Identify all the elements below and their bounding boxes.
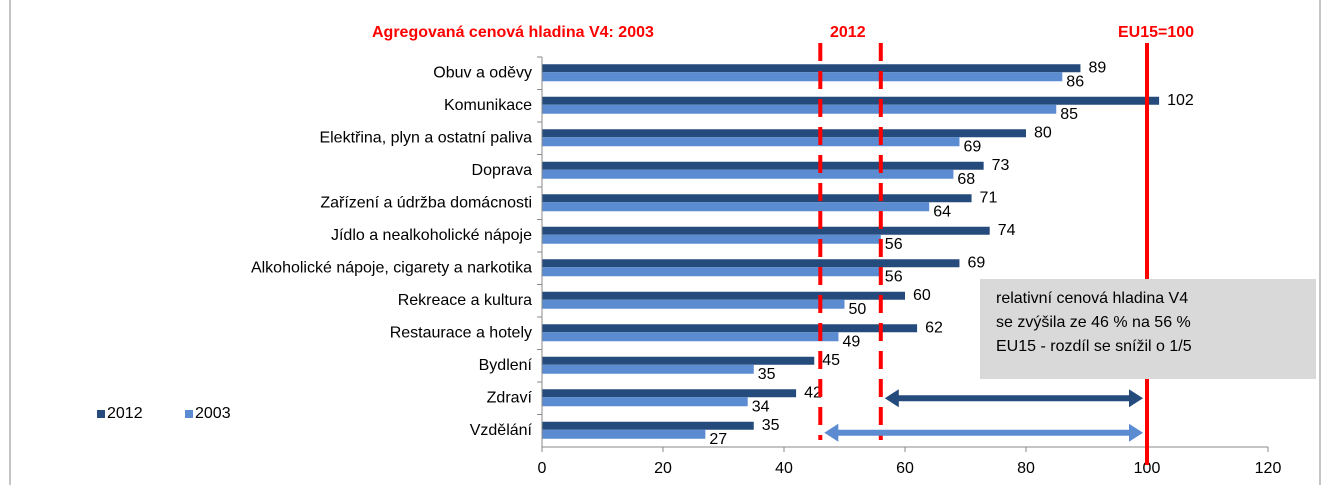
arrow-head bbox=[824, 423, 839, 442]
legend-swatch bbox=[185, 410, 193, 418]
x-tick-label: 80 bbox=[1017, 460, 1035, 477]
y-tick-label: Alkoholické nápoje, cigarety a narkotika bbox=[251, 259, 532, 276]
data-label: 62 bbox=[925, 319, 943, 336]
annotation: EU15=100 bbox=[1118, 24, 1194, 41]
arrow-head bbox=[884, 389, 899, 408]
bar bbox=[542, 332, 839, 342]
arrow-head bbox=[1129, 423, 1143, 442]
bar bbox=[542, 226, 990, 235]
x-tick-label: 40 bbox=[775, 460, 793, 477]
y-tick-label: Bydlení bbox=[479, 357, 533, 374]
legend-label: 2003 bbox=[195, 405, 231, 422]
y-tick-label: Restaurace a hotely bbox=[390, 324, 532, 341]
data-label: 34 bbox=[752, 398, 770, 415]
bar bbox=[542, 356, 815, 365]
bar bbox=[542, 259, 960, 268]
y-tick-label: Komunikace bbox=[444, 97, 532, 114]
data-label: 86 bbox=[1066, 73, 1084, 90]
bar bbox=[542, 429, 706, 439]
data-label: 64 bbox=[933, 203, 951, 220]
bar bbox=[542, 364, 754, 374]
data-label: 85 bbox=[1060, 106, 1078, 123]
data-label: 35 bbox=[758, 366, 776, 383]
bar bbox=[542, 299, 845, 309]
data-label: 89 bbox=[1088, 59, 1106, 76]
bar bbox=[542, 72, 1063, 82]
legend-label: 2012 bbox=[107, 405, 143, 422]
bar bbox=[542, 234, 881, 244]
annotation: Agregovaná cenová hladina V4: 2003 bbox=[372, 24, 654, 41]
bar bbox=[542, 324, 918, 333]
bar bbox=[542, 129, 1026, 138]
bar bbox=[542, 169, 954, 179]
y-tick-label: Zařízení a údržba domácnosti bbox=[320, 194, 532, 211]
bar bbox=[542, 291, 905, 300]
data-label: 71 bbox=[980, 189, 998, 206]
annotation-box bbox=[980, 279, 1316, 379]
bar bbox=[542, 389, 797, 398]
bar bbox=[542, 397, 748, 407]
x-tick-label: 100 bbox=[1134, 460, 1161, 477]
arrow-head bbox=[1129, 389, 1143, 408]
bar bbox=[542, 267, 881, 277]
data-label: 60 bbox=[913, 287, 931, 304]
y-tick-label: Vzdělání bbox=[470, 422, 533, 439]
y-tick-label: Doprava bbox=[472, 162, 533, 179]
data-label: 56 bbox=[885, 268, 903, 285]
bar bbox=[542, 96, 1160, 105]
y-tick-label: Elektřina, plyn a ostatní paliva bbox=[319, 129, 532, 146]
data-label: 74 bbox=[998, 222, 1016, 239]
data-label: 56 bbox=[885, 236, 903, 253]
bar bbox=[542, 104, 1057, 114]
bar bbox=[542, 64, 1081, 73]
data-label: 80 bbox=[1034, 124, 1052, 141]
bar bbox=[542, 194, 972, 203]
x-tick-label: 120 bbox=[1255, 460, 1282, 477]
bar bbox=[542, 137, 960, 147]
y-tick-label: Obuv a oděvy bbox=[433, 64, 532, 81]
data-label: 68 bbox=[957, 171, 975, 188]
data-label: 50 bbox=[849, 301, 867, 318]
x-tick-label: 20 bbox=[654, 460, 672, 477]
data-label: 27 bbox=[709, 431, 727, 448]
y-tick-label: Jídlo a nealkoholické nápoje bbox=[331, 227, 532, 244]
x-tick-label: 60 bbox=[896, 460, 914, 477]
data-label: 49 bbox=[842, 333, 860, 350]
bar bbox=[542, 161, 984, 170]
annotation: 2012 bbox=[830, 24, 866, 41]
data-label: 69 bbox=[967, 254, 985, 271]
x-tick-label: 0 bbox=[538, 460, 547, 477]
data-label: 102 bbox=[1167, 92, 1194, 109]
annotation-text: se zvýšila ze 46 % na 56 % bbox=[996, 314, 1191, 331]
data-label: 73 bbox=[992, 157, 1010, 174]
data-label: 69 bbox=[963, 138, 981, 155]
bar bbox=[542, 421, 754, 430]
annotation-text: EU15 - rozdíl se snížil o 1/5 bbox=[996, 338, 1192, 355]
data-label: 42 bbox=[804, 384, 822, 401]
annotation-text: relativní cenová hladina V4 bbox=[996, 290, 1188, 307]
data-label: 45 bbox=[822, 352, 840, 369]
legend-swatch bbox=[97, 410, 105, 418]
y-tick-label: Zdraví bbox=[487, 389, 533, 406]
y-tick-label: Rekreace a kultura bbox=[398, 292, 532, 309]
bar bbox=[542, 202, 930, 212]
data-label: 35 bbox=[762, 417, 780, 434]
